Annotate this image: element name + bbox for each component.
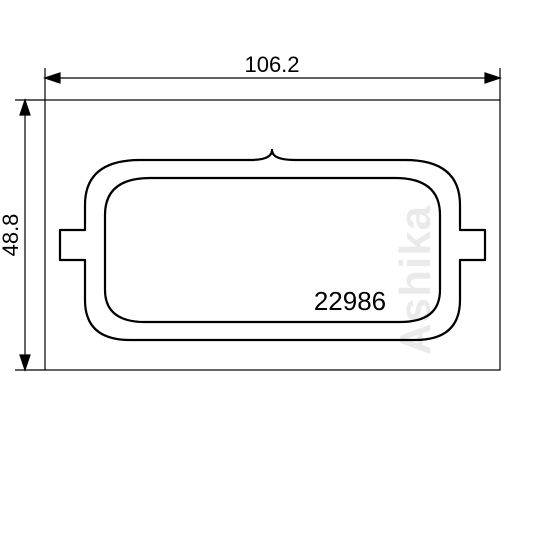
watermark-text: Ashika — [391, 205, 440, 355]
dimension-height-label: 48.8 — [0, 214, 23, 257]
drawing-svg: Ashika 106.2 48.8 22986 — [0, 0, 540, 540]
technical-drawing: Ashika 106.2 48.8 22986 — [0, 0, 540, 540]
dimension-width-label: 106.2 — [244, 52, 299, 77]
part-number: 22986 — [314, 286, 386, 316]
